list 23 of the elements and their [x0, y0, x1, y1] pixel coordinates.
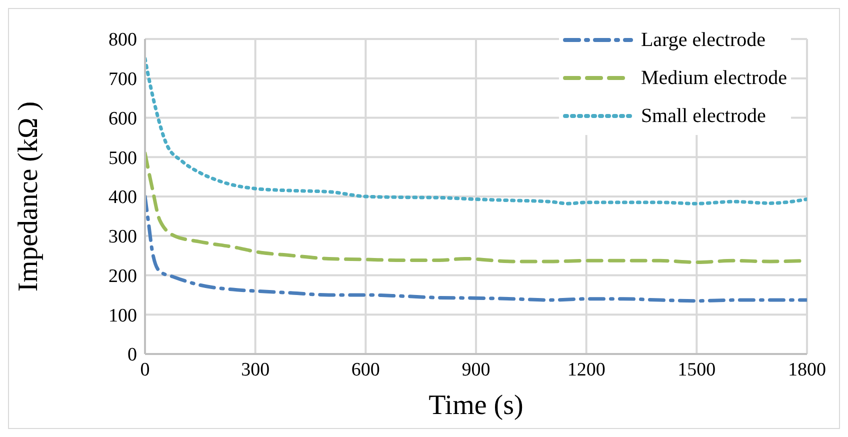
legend-label: Large electrode: [640, 28, 766, 52]
y-tick-label: 300: [108, 226, 137, 248]
legend-label: Small electrode: [640, 104, 766, 128]
y-tick-label: 100: [108, 305, 137, 326]
y-tick-label: 400: [108, 187, 137, 208]
x-tick-label: 0: [140, 359, 150, 380]
y-axis-title: Impedance (kΩ ): [12, 101, 44, 292]
x-tick-label: 300: [241, 359, 270, 380]
y-tick-label: 0: [128, 344, 137, 366]
x-tick-label: 600: [351, 359, 380, 380]
y-tick-label: 500: [108, 148, 137, 169]
y-tick-label: 800: [108, 30, 137, 51]
line-series: [145, 194, 807, 303]
x-tick-label: 1200: [567, 359, 606, 380]
x-tick-label: 1800: [788, 359, 826, 380]
y-tick-label: 600: [108, 108, 137, 130]
x-tick-label: 900: [462, 359, 490, 380]
x-tick-label: 1500: [678, 359, 716, 380]
x-axis-title: Time (s): [428, 390, 524, 421]
y-tick-label: 700: [108, 69, 137, 90]
y-tick-label: 200: [108, 266, 137, 287]
line-series: [145, 56, 807, 206]
legend-label: Medium electrode: [640, 66, 787, 90]
